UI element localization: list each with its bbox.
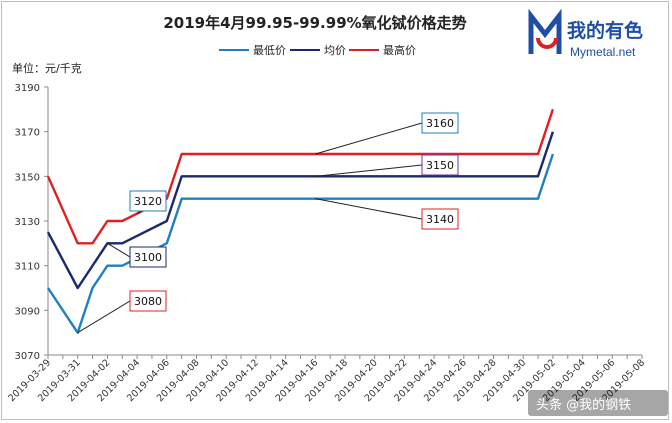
logo-m-icon [528,8,562,54]
callout-box [421,112,459,134]
logo-arc-icon [536,37,558,49]
series-line-high [46,108,555,245]
callout-leader [315,122,423,155]
callout-box [129,290,167,312]
callout-label: 3160 [426,117,454,130]
series-line-low [47,153,555,334]
legend: 最低价 均价 最高价 [219,43,416,57]
callout-box [421,154,459,176]
chart-title: 2019年4月99.95-99.99%氧化铽价格走势 [163,14,466,32]
callout-leader [315,198,423,220]
callout-leader [315,164,423,177]
y-tick-label: 3190 [15,83,40,94]
logo-chinese: 我的有色 [567,19,643,42]
callout-label: 3120 [134,195,162,208]
callout-leader [77,300,131,334]
y-tick-label: 3130 [15,217,40,228]
callout-leader [107,242,131,258]
y-tick-label: 3070 [15,351,40,362]
legend-label-high: 最高价 [383,43,416,57]
callout-label: 3140 [426,213,454,226]
watermark-text: 头条 @我的钢铁 [536,397,631,413]
unit-label: 单位：元/千克 [12,61,82,75]
y-tick-label: 3110 [15,262,40,273]
series-line-avg [46,131,555,290]
y-tick-label: 3090 [15,306,40,317]
legend-label-low: 最低价 [253,44,286,57]
watermark: 头条 @我的钢铁 [528,390,668,416]
series-lines [46,108,555,334]
callout-box [129,190,167,212]
callout-label: 3080 [134,295,162,308]
y-tick-label: 3170 [15,128,40,139]
callouts: 3120 3100 3080 3160 3150 3140 [77,112,459,334]
callout-box [129,246,167,268]
y-tick-label: 3150 [15,172,40,183]
callout-box [421,208,459,230]
mymetal-logo: 我的有色 Mymetal.net [528,8,643,59]
watermark-bg [528,390,668,416]
logo-english: Mymetal.net [570,45,636,59]
legend-label-avg: 均价 [324,44,346,57]
callout-label: 3150 [426,159,454,172]
callout-label: 3100 [134,251,162,264]
axes: 30703090311031303150317031902019-03-2920… [6,83,647,404]
